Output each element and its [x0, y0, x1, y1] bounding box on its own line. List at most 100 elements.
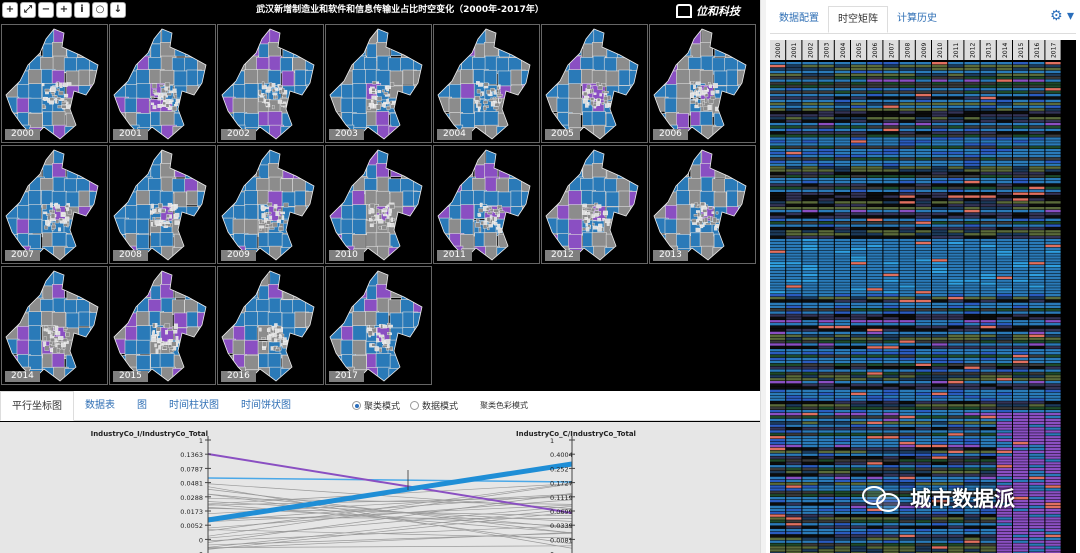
right-tab-0[interactable]: 数据配置 [779, 13, 819, 24]
matrix-cell [915, 114, 931, 117]
tab-1[interactable]: 数据表 [85, 399, 115, 411]
matrix-cell [867, 305, 883, 308]
map-cell-2006[interactable]: 2006 [649, 24, 756, 143]
urban-core-unit [389, 204, 395, 209]
matrix-cell [980, 415, 996, 419]
matrix-cell [915, 317, 931, 320]
matrix-cell [932, 317, 948, 320]
map-cell-2012[interactable]: 2012 [541, 145, 648, 264]
radio-cluster-mode[interactable]: 聚类模式 [352, 399, 400, 412]
matrix-cell [948, 456, 964, 459]
matrix-cell [948, 276, 964, 279]
minus-icon[interactable]: − [38, 2, 54, 18]
map-cell-2009[interactable]: 2009 [217, 145, 324, 264]
gear-icon[interactable]: ⚙ ▾ [1049, 8, 1074, 24]
tab-3[interactable]: 时间柱状图 [169, 399, 219, 411]
map-cell-2004[interactable]: 2004 [433, 24, 540, 143]
zoom-in-icon[interactable]: + [2, 2, 18, 18]
matrix-cell [883, 462, 899, 465]
matrix-cell [1029, 143, 1045, 146]
urban-core-unit [281, 215, 285, 220]
matrix-cell [1029, 320, 1045, 323]
district-polygon [388, 29, 404, 47]
district-polygon [305, 283, 314, 302]
district-polygon [591, 69, 607, 86]
tab-2[interactable]: 图 [137, 399, 147, 411]
matrix-cell [915, 410, 931, 413]
matrix-cell [1029, 253, 1045, 256]
radio-indicator[interactable] [352, 401, 361, 410]
district-polygon [16, 29, 30, 45]
panel-splitter[interactable] [760, 0, 766, 553]
matrix-cell [818, 473, 834, 477]
map-cell-2015[interactable]: 2015 [109, 266, 216, 385]
matrix-cell [818, 349, 834, 352]
matrix-cell [818, 488, 834, 491]
map-cell-2008[interactable]: 2008 [109, 145, 216, 264]
color-mode-label[interactable]: 聚类色彩模式 [480, 401, 529, 410]
matrix-cell [786, 389, 802, 393]
map-cell-2017[interactable]: 2017 [325, 266, 432, 385]
matrix-cell [1013, 354, 1029, 358]
map-cell-2007[interactable]: 2007 [1, 145, 108, 264]
tab-4[interactable]: 时间饼状图 [241, 399, 291, 411]
district-polygon [6, 29, 21, 44]
map-cell-2013[interactable]: 2013 [649, 145, 756, 264]
matrix-cell [1029, 325, 1045, 329]
matrix-cell [786, 76, 802, 79]
radio-indicator[interactable] [410, 401, 420, 410]
matrix-cell [1045, 299, 1061, 303]
matrix-cell [786, 117, 802, 120]
matrix-cell [818, 270, 834, 274]
map-cell-2002[interactable]: 2002 [217, 24, 324, 143]
urban-core-unit [486, 89, 491, 95]
right-tab-2[interactable]: 计算历史 [897, 13, 937, 24]
download-icon[interactable]: ↓ [110, 2, 126, 18]
district-polygon [196, 246, 206, 260]
matrix-cell [883, 122, 899, 126]
matrix-cell [834, 479, 850, 482]
matrix-cell [1013, 381, 1029, 384]
map-cell-2010[interactable]: 2010 [325, 145, 432, 264]
map-cell-2014[interactable]: 2014 [1, 266, 108, 385]
map-cell-2005[interactable]: 2005 [541, 24, 648, 143]
matrix-cell [915, 468, 931, 471]
matrix-cell [915, 328, 931, 332]
matrix-cell [1013, 479, 1029, 482]
district-polygon [197, 84, 206, 102]
data-line-selected [207, 461, 573, 523]
matrix-cell [980, 328, 996, 332]
fit-extent-icon[interactable]: ⤢ [20, 2, 36, 18]
matrix-cell [964, 120, 980, 123]
matrix-cell [964, 497, 980, 500]
matrix-cell [818, 485, 834, 488]
matrix-cell [948, 288, 964, 291]
district-polygon [330, 311, 345, 329]
city-outline [5, 270, 99, 382]
district-polygon [293, 355, 308, 372]
matrix-cell [1013, 296, 1029, 300]
radio-data-mode[interactable]: 数据模式 [410, 399, 458, 412]
info-icon[interactable]: i [74, 2, 90, 18]
plus-icon[interactable]: + [56, 2, 72, 18]
matrix-cell [786, 151, 802, 155]
matrix-cell [802, 395, 818, 398]
circle-icon[interactable]: ○ [92, 2, 108, 18]
urban-core-unit [498, 89, 501, 94]
matrix-cell [770, 180, 786, 184]
matrix-cell [1045, 375, 1061, 378]
right-tab-1[interactable]: 时空矩阵 [828, 6, 888, 33]
matrix-cell [1013, 114, 1029, 117]
map-cell-2003[interactable]: 2003 [325, 24, 432, 143]
map-cell-2011[interactable]: 2011 [433, 145, 540, 264]
matrix-cell [1013, 311, 1029, 314]
map-cell-2000[interactable]: 2000 [1, 24, 108, 143]
district-polygon [172, 29, 186, 46]
map-cell-2001[interactable]: 2001 [109, 24, 216, 143]
matrix-year-label: 2011 [953, 43, 960, 58]
map-cell-2016[interactable]: 2016 [217, 266, 324, 385]
matrix-cell [1029, 154, 1045, 158]
tab-0[interactable]: 平行坐标图 [0, 390, 74, 421]
district-polygon [125, 297, 139, 314]
district-polygon [172, 126, 186, 139]
